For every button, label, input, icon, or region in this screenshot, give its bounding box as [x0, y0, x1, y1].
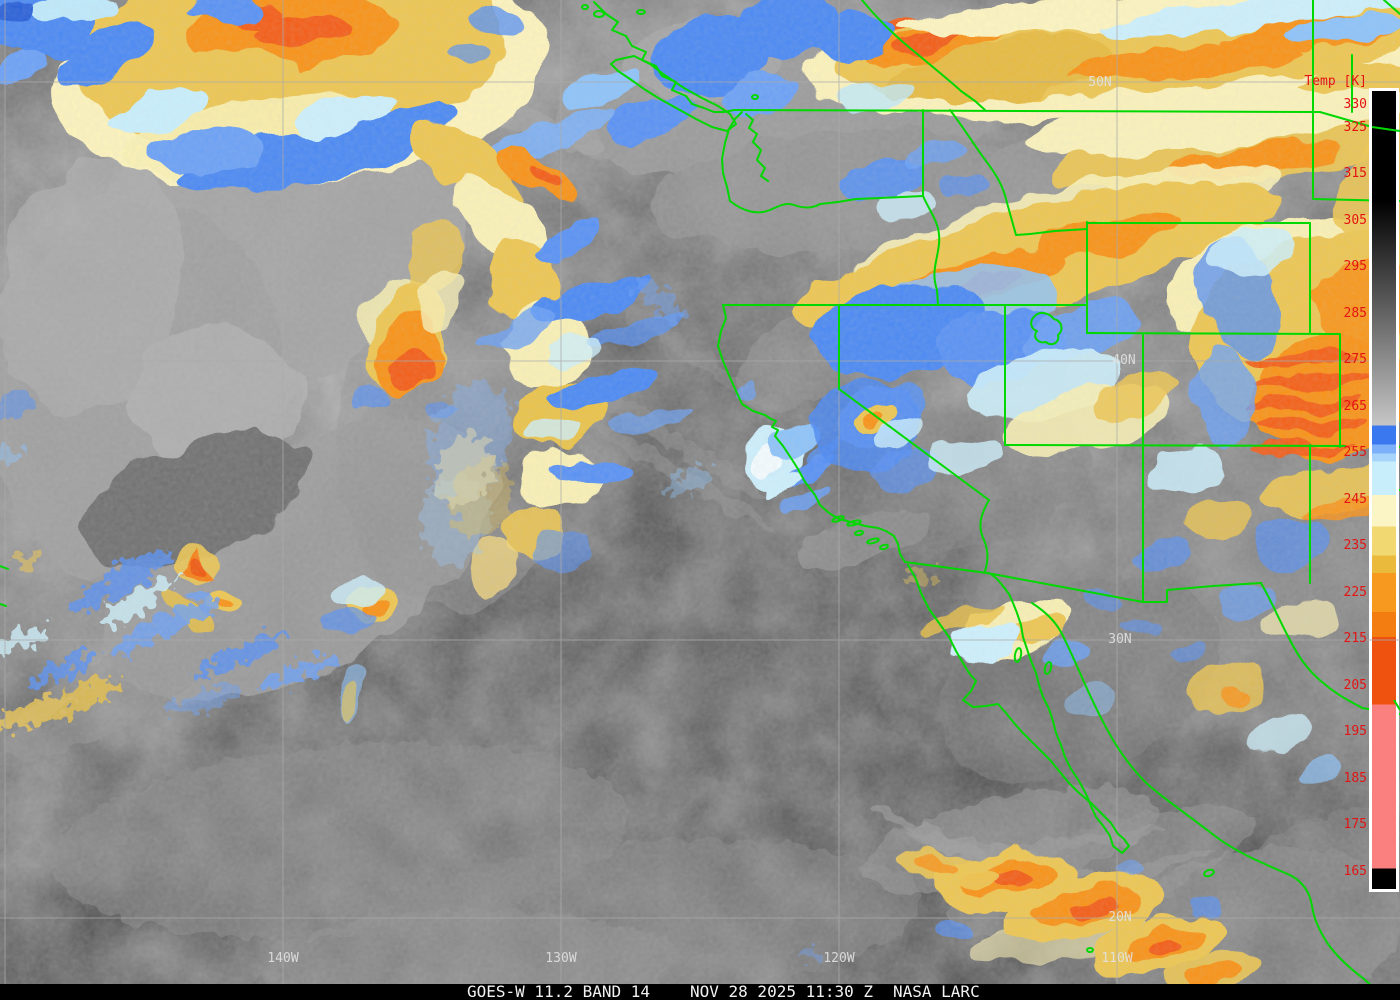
colorbar-tick: 305 — [1344, 213, 1367, 228]
status-product-label: GOES-W 11.2 BAND 14 — [467, 982, 650, 1000]
status-bar: GOES-W 11.2 BAND 14 NOV 28 2025 11:30 Z … — [0, 982, 1400, 1000]
vancouver-island — [610, 55, 737, 132]
status-credit-label: NASA LARC — [893, 982, 980, 1000]
colorbar-tick: 165 — [1344, 864, 1367, 879]
colorbar-tick: 215 — [1344, 631, 1367, 646]
colorbar-tick: 175 — [1344, 817, 1367, 832]
grid-labels: 50N 40N 30N 20N 140W 130W 120W 110W — [267, 75, 1135, 966]
lat-label-40n: 40N — [1112, 353, 1135, 368]
colorbar-tick: 285 — [1344, 306, 1367, 321]
colorbar-tick-labels: 330 325 315 305 295 285 275 265 255 245 … — [1344, 97, 1367, 879]
colorbar-tick: 315 — [1344, 166, 1367, 181]
bc-alberta-border — [861, 0, 986, 111]
colorbar-tick: 185 — [1344, 771, 1367, 786]
left-edge-mark-2 — [0, 603, 7, 607]
mexico-mainland-coastline — [1031, 602, 1375, 989]
id-mt-border — [949, 109, 1088, 236]
parallel-37n-border — [1004, 444, 1346, 447]
lon-label-120w: 120W — [823, 951, 854, 966]
colorbar-scale — [1372, 91, 1396, 889]
wy-south-border — [1086, 332, 1341, 335]
temperature-colorbar: Temp [K] 330 325 315 305 295 285 275 265… — [1304, 74, 1399, 892]
great-salt-lake — [1030, 311, 1063, 346]
lon-label-140w: 140W — [267, 951, 298, 966]
colorado-river-border — [979, 499, 990, 572]
colorbar-tick: 295 — [1344, 259, 1367, 274]
colorbar-tick: 205 — [1344, 678, 1367, 693]
colorbar-tick: 275 — [1344, 352, 1367, 367]
lat-label-20n: 20N — [1108, 910, 1131, 925]
colorbar-tick: 265 — [1344, 399, 1367, 414]
lon-label-130w: 130W — [545, 951, 576, 966]
corner-border-segment — [1383, 0, 1400, 15]
baja-california-peninsula — [907, 564, 1130, 854]
colorbar-tick: 235 — [1344, 538, 1367, 553]
colorbar-tick: 255 — [1344, 445, 1367, 460]
lat-label-50n: 50N — [1088, 75, 1111, 90]
left-edge-mark-1 — [0, 565, 9, 570]
colorbar-tick: 330 — [1344, 97, 1367, 112]
colorbar-title: Temp [K] — [1304, 74, 1367, 89]
wa-or-border — [729, 195, 924, 214]
colorbar-tick: 225 — [1344, 585, 1367, 600]
washington-coast — [721, 111, 743, 202]
colorbar-tick: 195 — [1344, 724, 1367, 739]
lat-label-30n: 30N — [1108, 632, 1131, 647]
status-datetime-label: NOV 28 2025 11:30 Z — [690, 982, 873, 1000]
puget-sound — [745, 113, 769, 182]
california-coastline — [717, 304, 906, 563]
or-id-border — [922, 195, 941, 306]
status-bar-background — [0, 984, 1400, 1000]
colorbar-tick: 325 — [1344, 120, 1367, 135]
overlay-lines-on-colorbar — [1369, 126, 1400, 711]
lon-label-110w: 110W — [1101, 951, 1132, 966]
colorbar-tick: 245 — [1344, 492, 1367, 507]
ca-nv-border — [838, 304, 990, 501]
bc-coastline — [593, 1, 743, 113]
rio-grande-border — [1260, 582, 1400, 715]
